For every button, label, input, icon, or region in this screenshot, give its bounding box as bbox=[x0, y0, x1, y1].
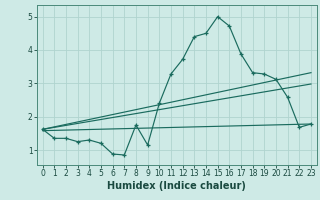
X-axis label: Humidex (Indice chaleur): Humidex (Indice chaleur) bbox=[108, 181, 246, 191]
